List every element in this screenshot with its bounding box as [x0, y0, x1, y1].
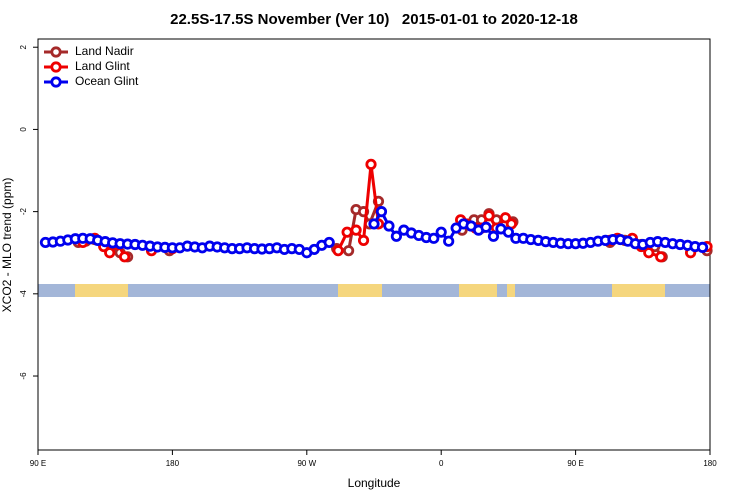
data-point	[487, 230, 500, 242]
data-point	[375, 206, 388, 218]
legend-label: Land Nadir	[75, 44, 134, 58]
x-tick-label: 90 W	[297, 459, 316, 468]
data-point	[383, 220, 395, 232]
surface-mask	[38, 284, 710, 297]
x-axis-label: Longitude	[348, 476, 401, 490]
data-point	[499, 212, 512, 224]
data-point	[341, 226, 353, 238]
data-point	[655, 251, 667, 263]
data-point	[357, 234, 370, 246]
data-point	[104, 247, 116, 259]
x-tick-label: 90 E	[30, 459, 46, 468]
land-band	[75, 284, 128, 297]
land-band	[612, 284, 665, 297]
data-point	[435, 226, 447, 238]
y-tick-label: -6	[19, 372, 28, 380]
legend-swatch	[50, 61, 62, 73]
data-point	[368, 218, 380, 230]
x-tick-label: 180	[166, 459, 180, 468]
y-tick-label: -4	[19, 290, 28, 298]
data-point	[483, 210, 495, 222]
x-tick-label: 90 E	[567, 459, 583, 468]
y-axis-label: XCO2 - MLO trend (ppm)	[0, 178, 14, 313]
data-point	[443, 235, 455, 247]
land-band	[338, 284, 382, 297]
y-tick-label: 2	[19, 44, 28, 49]
data-point	[480, 221, 492, 233]
y-tick-label: 0	[19, 127, 28, 132]
data-point	[643, 247, 655, 259]
data-point	[365, 158, 377, 170]
data-point	[323, 236, 335, 249]
x-tick-label: 0	[439, 459, 444, 468]
data-point	[332, 245, 344, 257]
data-point	[390, 230, 402, 242]
data-point	[119, 251, 131, 263]
data-point	[696, 241, 709, 253]
legend-swatch	[50, 76, 62, 88]
data-point	[350, 224, 362, 236]
data-point	[502, 226, 514, 238]
data-point	[428, 232, 440, 244]
legend-item: Land Glint	[44, 59, 130, 73]
land-band	[507, 284, 515, 297]
chart-title: 22.5S-17.5S November (Ver 10) 2015-01-01…	[170, 11, 578, 28]
x-tick-label: 180	[703, 459, 717, 468]
y-tick-label: -2	[19, 208, 28, 216]
legend-label: Land Glint	[75, 59, 130, 73]
land-band	[459, 284, 497, 297]
legend-item: Land Nadir	[44, 44, 134, 58]
legend-swatch	[50, 46, 62, 58]
legend-label: Ocean Glint	[75, 74, 139, 88]
series	[39, 206, 709, 259]
data-point	[343, 245, 355, 257]
legend-item: Ocean Glint	[44, 74, 139, 88]
